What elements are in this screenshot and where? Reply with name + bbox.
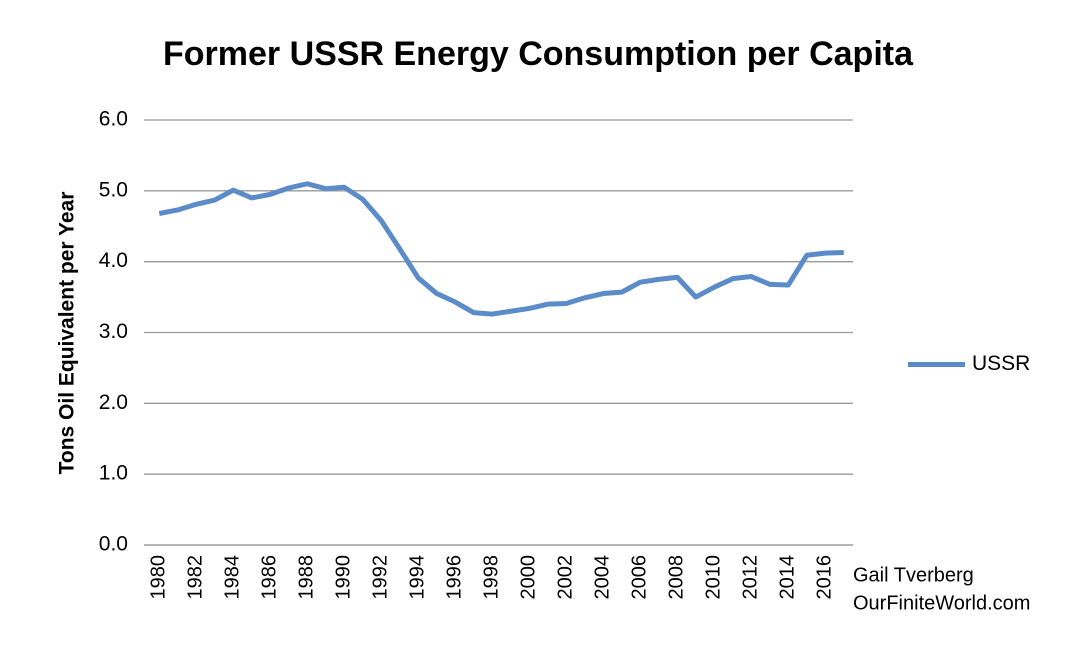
y-tick-label: 3.0 [99,320,128,343]
y-tick-label: 6.0 [99,108,128,131]
x-tick-label: 1994 [407,555,429,600]
legend-label: USSR [972,352,1030,375]
x-tick-label: 2004 [592,555,614,600]
chart-title: Former USSR Energy Consumption per Capit… [163,35,914,73]
x-tick-label: 2002 [555,555,577,600]
y-tick-label: 5.0 [99,178,128,201]
x-tick-label: 2010 [703,555,725,600]
y-axis-title: Tons Oil Equivalent per Year [56,192,79,475]
x-tick-label: 1992 [370,555,392,600]
x-tick-label: 1998 [481,555,503,600]
x-tick-label: 1980 [148,555,170,600]
x-tick-label: 2016 [814,555,836,600]
y-tick-label: 0.0 [99,533,128,556]
x-tick-label: 1984 [222,555,244,600]
x-tick-label: 2006 [629,555,651,600]
x-tick-label: 1996 [444,555,466,600]
x-tick-label: 1990 [333,555,355,600]
source-site: OurFiniteWorld.com [853,592,1030,614]
x-tick-label: 1986 [259,555,281,600]
x-tick-label: 1988 [296,555,318,600]
data-line [158,181,844,317]
y-tick-label: 4.0 [99,249,128,272]
x-tick-label: 2008 [666,555,688,600]
x-tick-label: 2000 [518,555,540,600]
x-tick-label: 2014 [777,555,799,600]
source-author: Gail Tverberg [853,564,974,586]
x-tick-label: 1982 [185,555,207,600]
x-tick-label: 2012 [740,555,762,600]
y-tick-label: 1.0 [99,462,128,485]
y-tick-label: 2.0 [99,391,128,414]
